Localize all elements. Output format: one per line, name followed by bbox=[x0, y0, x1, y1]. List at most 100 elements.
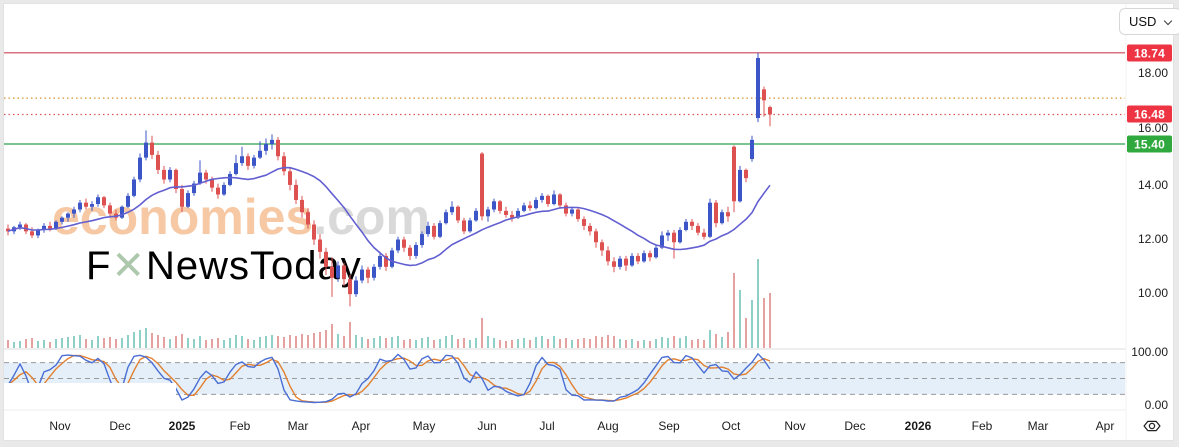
candle-body bbox=[696, 225, 700, 233]
candle-body bbox=[456, 206, 460, 221]
visibility-toggle-button[interactable] bbox=[1141, 417, 1163, 434]
candle-body bbox=[738, 169, 742, 202]
candle-body bbox=[264, 143, 268, 151]
candle-body bbox=[348, 279, 352, 295]
time-tick-label: 2026 bbox=[904, 419, 932, 433]
price-tick-label: 18.00 bbox=[1137, 66, 1168, 80]
volume-bar bbox=[463, 338, 465, 348]
volume-bar bbox=[349, 322, 351, 348]
volume-bar bbox=[511, 340, 513, 348]
volume-bar bbox=[595, 336, 597, 348]
volume-bar bbox=[715, 334, 717, 348]
candle-body bbox=[294, 184, 298, 200]
candle-body bbox=[354, 280, 358, 295]
candle-body bbox=[486, 209, 490, 217]
candle-body bbox=[258, 150, 262, 158]
candle-body bbox=[42, 225, 46, 230]
volume-bar bbox=[133, 332, 135, 348]
volume-bar bbox=[757, 259, 759, 348]
volume-bar bbox=[583, 338, 585, 348]
candle-body bbox=[60, 217, 64, 222]
candle-body bbox=[624, 258, 628, 266]
candle-body bbox=[234, 163, 238, 175]
candle-body bbox=[438, 223, 442, 237]
currency-selector[interactable]: USD bbox=[1119, 8, 1179, 35]
price-tick-label: 12.00 bbox=[1137, 232, 1168, 246]
candle-body bbox=[630, 255, 634, 266]
candle-body bbox=[228, 174, 232, 185]
volume-bar bbox=[289, 335, 291, 348]
candle-body bbox=[162, 169, 166, 180]
volume-bar bbox=[319, 332, 321, 348]
volume-bar bbox=[211, 339, 213, 348]
volume-bar bbox=[457, 339, 459, 348]
candle-body bbox=[744, 169, 748, 179]
volume-bar bbox=[361, 337, 363, 348]
candle-body bbox=[240, 156, 244, 164]
volume-bar bbox=[103, 338, 105, 348]
price-level-badge: 18.74 bbox=[1127, 44, 1172, 62]
candle-body bbox=[720, 212, 724, 224]
candle-body bbox=[732, 146, 736, 202]
volume-bar bbox=[283, 337, 285, 348]
price-level-badge: 16.48 bbox=[1127, 105, 1172, 123]
volume-bar bbox=[541, 336, 543, 348]
candle-body bbox=[390, 250, 394, 267]
candle-body bbox=[108, 205, 112, 214]
time-tick-label: Feb bbox=[229, 419, 251, 433]
volume-bar bbox=[751, 300, 753, 348]
volume-bar bbox=[535, 337, 537, 348]
candle-body bbox=[606, 250, 610, 262]
candle-body bbox=[474, 210, 478, 221]
volume-bar bbox=[85, 339, 87, 348]
volume-bar bbox=[439, 339, 441, 348]
candle-body bbox=[666, 232, 670, 236]
candle-body bbox=[582, 219, 586, 226]
volume-bar bbox=[265, 336, 267, 348]
candle-body bbox=[192, 183, 196, 194]
volume-bar bbox=[217, 338, 219, 348]
volume-bar bbox=[559, 339, 561, 348]
candle-body bbox=[48, 225, 52, 229]
candle-body bbox=[30, 231, 34, 236]
candle-body bbox=[690, 221, 694, 226]
price-tick-label: 100.00 bbox=[1131, 345, 1168, 359]
candle-body bbox=[726, 212, 730, 217]
volume-bar bbox=[391, 337, 393, 348]
volume-bar bbox=[205, 340, 207, 348]
volume-bar bbox=[61, 338, 63, 348]
moving-average-line bbox=[7, 166, 771, 267]
volume-bar bbox=[13, 342, 15, 348]
candle-body bbox=[750, 139, 754, 159]
candle-body bbox=[372, 266, 376, 278]
volume-bar bbox=[337, 334, 339, 348]
time-tick-label: Aug bbox=[597, 419, 619, 433]
candle-body bbox=[618, 258, 622, 267]
chevron-down-icon bbox=[1164, 16, 1172, 24]
volume-bar bbox=[247, 339, 249, 348]
volume-bar bbox=[397, 336, 399, 348]
volume-bar bbox=[325, 330, 327, 348]
candle-body bbox=[276, 139, 280, 157]
candle-body bbox=[78, 202, 82, 210]
candle-body bbox=[678, 229, 682, 243]
time-tick-label: Mar bbox=[1027, 419, 1049, 433]
candle-body bbox=[492, 201, 496, 210]
time-tick-label: 2025 bbox=[168, 419, 196, 433]
time-tick-label: Dec bbox=[844, 419, 866, 433]
candle-body bbox=[210, 179, 214, 188]
candle-body bbox=[450, 206, 454, 213]
candle-body bbox=[588, 225, 592, 232]
volume-bar bbox=[709, 330, 711, 348]
candle-body bbox=[336, 265, 340, 278]
candle-body bbox=[186, 193, 190, 207]
candle-body bbox=[366, 269, 370, 278]
volume-bar bbox=[631, 339, 633, 348]
candle-body bbox=[138, 157, 142, 180]
candle-body bbox=[546, 195, 550, 205]
volume-bar bbox=[157, 335, 159, 348]
time-tick-label: Oct bbox=[721, 419, 741, 433]
volume-bar bbox=[31, 338, 33, 348]
candle-body bbox=[96, 197, 100, 205]
